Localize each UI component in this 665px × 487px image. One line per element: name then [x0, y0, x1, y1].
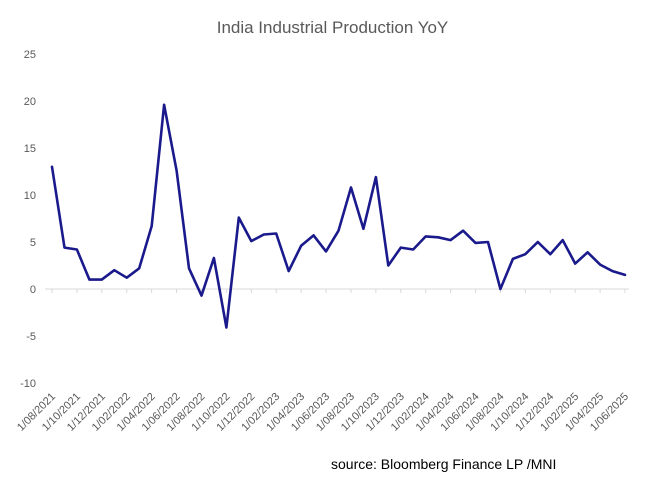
data-point [362, 228, 365, 231]
data-point [88, 278, 91, 281]
y-tick-label: 20 [24, 96, 36, 108]
data-point [437, 236, 440, 239]
data-point [200, 294, 203, 297]
y-tick-label: 0 [30, 284, 36, 296]
data-point [524, 253, 527, 256]
data-point [574, 262, 577, 265]
data-point [312, 234, 315, 237]
data-point [549, 253, 552, 256]
data-point [337, 229, 340, 232]
y-tick-label: 15 [24, 143, 36, 155]
data-point [275, 232, 278, 235]
data-point [387, 264, 390, 267]
data-point [399, 246, 402, 249]
data-point [449, 239, 452, 242]
data-point [175, 169, 178, 172]
data-point [462, 229, 465, 232]
data-point [561, 239, 564, 242]
data-point [262, 233, 265, 236]
data-point [537, 241, 540, 244]
data-point [188, 267, 191, 270]
data-point [586, 251, 589, 254]
data-point [138, 267, 141, 270]
data-point [487, 241, 490, 244]
data-point [287, 270, 290, 273]
data-point [125, 276, 128, 279]
data-point [63, 246, 66, 249]
source-note: source: Bloomberg Finance LP /MNI [331, 456, 557, 472]
data-point [51, 166, 54, 169]
data-point [599, 263, 602, 266]
data-point [238, 216, 241, 219]
data-point [424, 235, 427, 238]
series-line [50, 103, 627, 329]
data-point [624, 274, 627, 277]
data-point [499, 288, 502, 291]
data-point [150, 225, 153, 228]
y-tick-label: 25 [24, 49, 36, 61]
data-point [611, 270, 614, 273]
data-point [101, 278, 104, 281]
data-point [474, 242, 477, 245]
data-point [76, 248, 79, 251]
data-point [350, 186, 353, 189]
y-tick-label: -10 [20, 378, 36, 390]
data-point [512, 258, 515, 261]
data-point [250, 240, 253, 243]
data-point [213, 257, 216, 260]
y-tick-label: 10 [24, 190, 36, 202]
data-point [163, 103, 166, 106]
y-tick-label: -5 [26, 331, 36, 343]
data-point [375, 176, 378, 179]
y-tick-label: 5 [30, 237, 36, 249]
data-point [225, 326, 228, 329]
data-point [300, 244, 303, 247]
data-point [412, 248, 415, 251]
data-point [325, 250, 328, 253]
chart-title: India Industrial Production YoY [216, 18, 449, 37]
data-point [113, 269, 116, 272]
